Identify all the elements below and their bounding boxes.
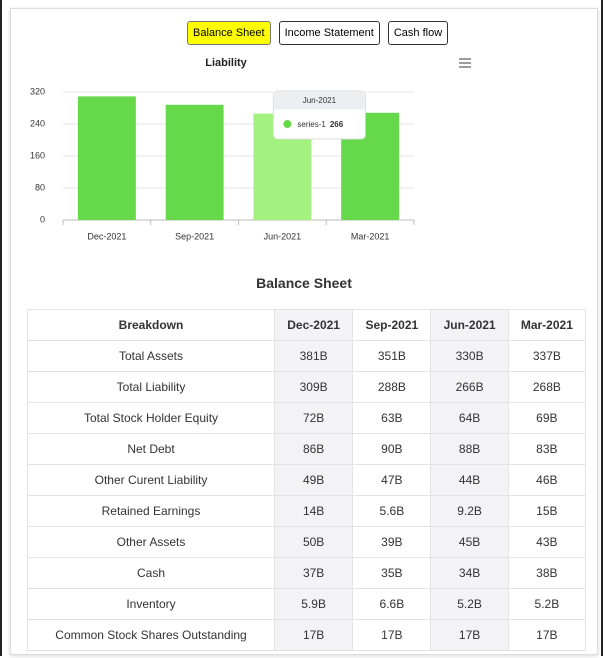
header-cell: Sep-2021 xyxy=(352,309,432,341)
cell: 88B xyxy=(430,433,509,465)
cell: 14B xyxy=(273,495,354,527)
cell: 5.2B xyxy=(430,588,509,620)
cell: 37B xyxy=(273,557,354,589)
cell: 69B xyxy=(507,402,587,434)
cell: 47B xyxy=(352,464,432,496)
cell: 266B xyxy=(430,371,509,403)
bar xyxy=(165,104,224,220)
y-tick-label: 320 xyxy=(30,86,45,96)
cell: 288B xyxy=(352,371,432,403)
x-tick-label: Sep-2021 xyxy=(175,231,214,241)
tab[interactable]: Balance Sheet xyxy=(187,21,271,45)
cell: 63B xyxy=(352,402,432,434)
cell: 49B xyxy=(273,464,354,496)
cell: 17B xyxy=(430,619,509,651)
y-tick-label: 0 xyxy=(40,214,45,224)
cell: 50B xyxy=(273,526,354,558)
cell: 17B xyxy=(507,619,587,651)
cell: 309B xyxy=(273,371,354,403)
y-tick-label: 80 xyxy=(35,182,45,192)
row: Other Curent Liability 49B 47B 44B 46B xyxy=(27,464,587,496)
cell: Total Stock Holder Equity xyxy=(27,402,275,434)
cell: Total Assets xyxy=(27,340,275,372)
x-tick-label: Mar-2021 xyxy=(351,231,390,241)
cell: Net Debt xyxy=(27,433,275,465)
cell: 45B xyxy=(430,526,509,558)
tabs: Balance Sheet Income Statement Cash flow xyxy=(187,21,449,45)
cell: 330B xyxy=(430,340,509,372)
cell: 44B xyxy=(430,464,509,496)
cell: Other Assets xyxy=(27,526,275,558)
cell: 381B xyxy=(273,340,354,372)
chart-title: Liability xyxy=(205,57,247,69)
cell: 5.9B xyxy=(273,588,354,620)
cell: 64B xyxy=(430,402,509,434)
header-cell: Breakdown xyxy=(27,309,275,341)
cell: 6.6B xyxy=(352,588,432,620)
cell: Total Liability xyxy=(27,371,275,403)
cell: 72B xyxy=(273,402,354,434)
row: Total Stock Holder Equity 72B 63B 64B 69B xyxy=(27,402,587,434)
tooltip: Jun-2021 series-1 266 xyxy=(272,90,366,140)
tooltip-header xyxy=(273,91,365,110)
y-tick-label: 160 xyxy=(30,150,45,160)
cell: 351B xyxy=(352,340,432,372)
y-tick-label: 240 xyxy=(30,118,45,128)
row: Other Assets 50B 39B 45B 43B xyxy=(27,526,587,558)
cell: Cash xyxy=(27,557,275,589)
tooltip-value: 266 xyxy=(330,120,344,129)
cell: 17B xyxy=(273,619,354,651)
row: Retained Earnings 14B 5.6B 9.2B 15B xyxy=(27,495,587,527)
bar xyxy=(77,96,136,220)
cell: 15B xyxy=(507,495,587,527)
row: Inventory 5.9B 6.6B 5.2B 5.2B xyxy=(27,588,587,620)
cell: 43B xyxy=(507,526,587,558)
header-cell: Jun-2021 xyxy=(430,309,509,341)
row: Cash 37B 35B 34B 38B xyxy=(27,557,587,589)
cell: 39B xyxy=(352,526,432,558)
cell: 90B xyxy=(352,433,432,465)
menu-icon[interactable] xyxy=(459,58,471,68)
cell: 35B xyxy=(352,557,432,589)
cell: 5.6B xyxy=(352,495,432,527)
cell: 83B xyxy=(507,433,587,465)
cell: 17B xyxy=(352,619,432,651)
tooltip-title: Jun-2021 xyxy=(303,96,337,105)
tooltip-text: series-1 266 xyxy=(297,120,343,129)
header-row: Breakdown Dec-2021 Sep-2021 Jun-2021 Mar-202… xyxy=(27,309,587,341)
row: Total Liability 309B 288B 266B 268B xyxy=(27,371,587,403)
cell: 337B xyxy=(507,340,587,372)
row: Common Stock Shares Outstanding 17B 17B 17B… xyxy=(27,619,587,651)
cell: 268B xyxy=(507,371,587,403)
cell: 46B xyxy=(507,464,587,496)
table: Breakdown Dec-2021 Sep-2021 Jun-2021 Mar-202… xyxy=(27,309,587,651)
cell: Inventory xyxy=(27,588,275,620)
x-tick-label: Dec-2021 xyxy=(87,231,126,241)
tooltip-series: series-1 xyxy=(297,120,326,129)
cell: Common Stock Shares Outstanding xyxy=(27,619,275,651)
row: Net Debt 86B 90B 88B 83B xyxy=(27,433,587,465)
cell: 5.2B xyxy=(507,588,587,620)
row: Total Assets 381B 351B 330B 337B xyxy=(27,340,587,372)
tab[interactable]: Cash flow xyxy=(387,21,449,45)
table-title: Balance Sheet xyxy=(256,275,352,291)
cell: Retained Earnings xyxy=(27,495,275,527)
cell: 9.2B xyxy=(430,495,509,527)
cell: 86B xyxy=(273,433,354,465)
cell: Other Curent Liability xyxy=(27,464,275,496)
card: Balance Sheet Income Statement Cash flow… xyxy=(10,8,598,655)
header-cell: Mar-2021 xyxy=(507,309,587,341)
cell: 38B xyxy=(507,557,587,589)
chart: Liability 0 80 160 240 320 Dec-2021 Sep-2021 Ju… xyxy=(30,57,471,241)
x-tick-label: Jun-2021 xyxy=(264,231,302,241)
header-cell: Dec-2021 xyxy=(273,309,354,341)
cell: 34B xyxy=(430,557,509,589)
tooltip-dot xyxy=(283,120,292,128)
tab[interactable]: Income Statement xyxy=(278,21,380,45)
